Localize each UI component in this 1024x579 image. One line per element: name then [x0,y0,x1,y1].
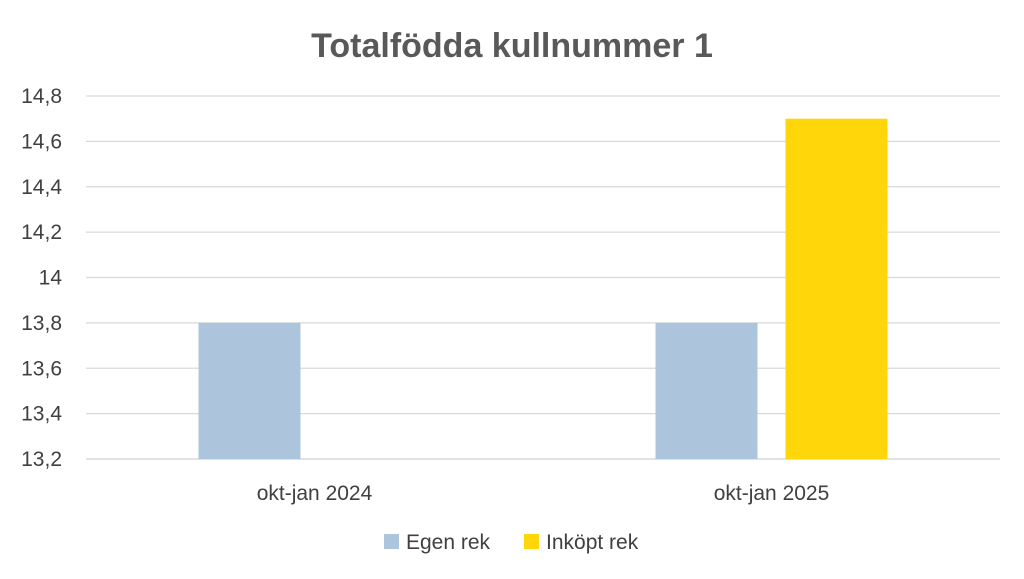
y-tick-label: 14,4 [21,176,62,199]
y-tick-label: 14,2 [21,221,62,244]
y-tick-label: 13,8 [21,312,62,335]
legend-label: Egen rek [406,531,491,554]
legend-swatch [384,534,399,549]
bars [198,118,888,459]
x-category-label: okt-jan 2024 [257,482,373,505]
legend-swatch [524,534,539,549]
bar-inköpt-rek-2 [785,118,888,459]
y-tick-label: 14 [39,267,63,290]
bar-egen-rek-1 [198,322,301,459]
y-tick-label: 13,2 [21,448,62,471]
y-tick-label: 13,6 [21,357,62,380]
y-axis-ticks: 13,2 13,4 13,6 13,8 14 14,2 14,4 14,6 14,8 [21,85,62,471]
y-tick-label: 14,6 [21,130,62,153]
y-tick-label: 13,4 [21,403,62,426]
bar-egen-rek-2 [655,322,758,459]
legend-label: Inköpt rek [546,531,639,554]
chart-title: Totalfödda kullnummer 1 [311,27,713,65]
legend: Egen rek Inköpt rek [384,531,639,554]
y-tick-label: 14,8 [21,85,62,108]
x-axis-labels: okt-jan 2024 okt-jan 2025 [257,482,830,505]
x-category-label: okt-jan 2025 [714,482,830,505]
